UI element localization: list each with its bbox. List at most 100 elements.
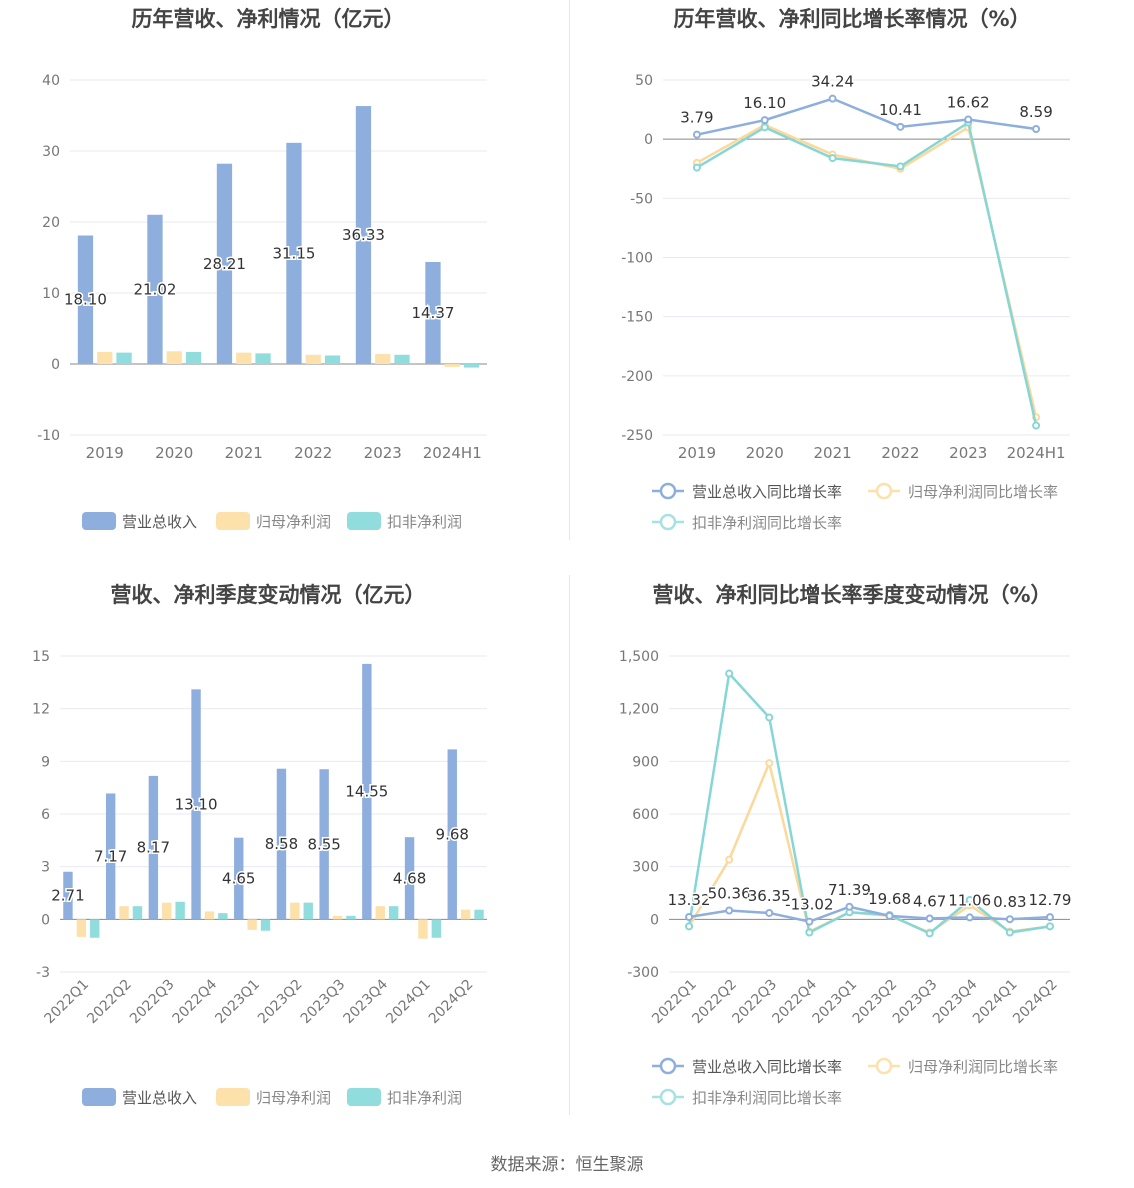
bar-deducted-profit[interactable] xyxy=(346,915,356,920)
x-tick-label: 2024Q2 xyxy=(426,977,477,1028)
bar-revenue[interactable] xyxy=(105,793,116,920)
line-point[interactable] xyxy=(725,855,734,864)
line-point[interactable] xyxy=(760,116,769,125)
bar-revenue[interactable] xyxy=(191,689,201,920)
line-value-label: 34.24 xyxy=(811,73,854,91)
line-point[interactable] xyxy=(760,123,769,132)
bar-net-profit[interactable] xyxy=(375,354,391,364)
line-point[interactable] xyxy=(725,906,734,915)
line-point[interactable] xyxy=(965,896,974,905)
bar-net-profit[interactable] xyxy=(119,906,129,920)
bar-deducted-profit[interactable] xyxy=(324,355,341,364)
legend-item[interactable]: 归母净利润 xyxy=(216,512,331,531)
bar-revenue[interactable] xyxy=(147,214,163,364)
line-point[interactable] xyxy=(925,914,934,923)
bar-deducted-profit[interactable] xyxy=(185,351,202,364)
line-point[interactable] xyxy=(765,759,774,768)
bar-deducted-profit[interactable] xyxy=(463,364,480,368)
bar-revenue[interactable] xyxy=(63,871,73,920)
legend-item[interactable]: 营业总收入同比增长率 xyxy=(652,482,842,501)
legend-item[interactable]: 归母净利润 xyxy=(216,1088,331,1107)
line-point[interactable] xyxy=(1005,915,1014,924)
line-point[interactable] xyxy=(845,902,854,911)
line-point[interactable] xyxy=(896,162,905,171)
line-point[interactable] xyxy=(692,163,701,172)
bar-deducted-profit[interactable] xyxy=(431,919,442,938)
line-point[interactable] xyxy=(1032,125,1041,134)
bar-revenue[interactable] xyxy=(276,768,287,920)
bar-revenue[interactable] xyxy=(148,775,159,920)
legend-item[interactable]: 营业总收入同比增长率 xyxy=(652,1057,842,1076)
bar-deducted-profit[interactable] xyxy=(116,352,132,364)
bar-net-profit[interactable] xyxy=(247,919,257,930)
bar-revenue[interactable] xyxy=(425,261,441,364)
bar-deducted-profit[interactable] xyxy=(260,919,271,931)
legend-item[interactable]: 营业总收入 xyxy=(82,512,197,531)
bar-net-profit[interactable] xyxy=(166,351,182,364)
bar-revenue[interactable] xyxy=(355,106,372,364)
line-point[interactable] xyxy=(805,917,814,926)
bar-revenue[interactable] xyxy=(216,163,233,364)
bar-net-profit[interactable] xyxy=(204,911,215,920)
line-point[interactable] xyxy=(964,115,973,124)
line-point[interactable] xyxy=(725,669,734,678)
legend-item[interactable]: 归母净利润同比增长率 xyxy=(868,482,1058,501)
bar-net-profit[interactable] xyxy=(332,915,343,920)
bar-revenue[interactable] xyxy=(77,235,94,364)
quarterly-amount-chart: 营收、净利季度变动情况（亿元）-3036912152022Q12022Q2202… xyxy=(32,583,487,1107)
bar-deducted-profit[interactable] xyxy=(388,906,399,920)
bar-revenue[interactable] xyxy=(319,769,329,920)
line-point[interactable] xyxy=(1045,913,1054,922)
line-point[interactable] xyxy=(765,908,774,917)
bar-deducted-profit[interactable] xyxy=(132,906,143,920)
bar-net-profit[interactable] xyxy=(418,919,428,939)
bar-value-label: 36.33 xyxy=(342,226,385,244)
legend-item[interactable]: 扣非净利润 xyxy=(347,1088,462,1107)
line-point[interactable] xyxy=(1032,421,1041,430)
line-point[interactable] xyxy=(885,911,894,920)
bar-net-profit[interactable] xyxy=(97,351,113,364)
bar-net-profit[interactable] xyxy=(290,902,300,920)
bar-revenue[interactable] xyxy=(447,749,457,920)
bar-deducted-profit[interactable] xyxy=(255,353,271,364)
line-point[interactable] xyxy=(925,929,934,938)
legend-item[interactable]: 营业总收入 xyxy=(82,1088,197,1107)
bar-revenue[interactable] xyxy=(362,663,372,920)
bar-deducted-profit[interactable] xyxy=(303,902,313,920)
line-point[interactable] xyxy=(685,922,694,931)
line-point[interactable] xyxy=(685,912,694,921)
bar-net-profit[interactable] xyxy=(76,919,87,937)
line-point[interactable] xyxy=(1005,928,1014,937)
bar-revenue[interactable] xyxy=(286,142,302,364)
line-point[interactable] xyxy=(828,154,837,163)
legend-item[interactable]: 归母净利润同比增长率 xyxy=(868,1057,1058,1076)
y-tick-label: 15 xyxy=(32,649,50,665)
line-point[interactable] xyxy=(965,913,974,922)
legend-item[interactable]: 扣非净利润同比增长率 xyxy=(652,1088,842,1107)
line-point[interactable] xyxy=(805,928,814,937)
line-point[interactable] xyxy=(692,130,701,139)
line-point[interactable] xyxy=(828,94,837,103)
bar-net-profit[interactable] xyxy=(460,909,471,920)
bar-net-profit[interactable] xyxy=(162,902,172,920)
y-tick-label: 1,500 xyxy=(619,649,659,665)
annual-amount-title: 历年营收、净利情况（亿元） xyxy=(132,7,405,31)
bar-revenue[interactable] xyxy=(234,837,244,920)
legend-item[interactable]: 扣非净利润同比增长率 xyxy=(652,513,842,532)
bar-net-profit[interactable] xyxy=(375,906,385,920)
bar-deducted-profit[interactable] xyxy=(90,919,100,938)
bar-net-profit[interactable] xyxy=(236,352,252,364)
bar-deducted-profit[interactable] xyxy=(394,354,410,364)
line-point[interactable] xyxy=(1045,922,1054,931)
bar-net-profit[interactable] xyxy=(305,354,321,364)
bar-revenue[interactable] xyxy=(404,837,415,920)
bar-deducted-profit[interactable] xyxy=(175,901,185,920)
bar-deducted-profit[interactable] xyxy=(474,909,484,920)
line-point[interactable] xyxy=(765,713,774,722)
bar-net-profit[interactable] xyxy=(444,364,460,367)
line-point[interactable] xyxy=(896,122,905,131)
bar-value-label: 7.17 xyxy=(94,847,127,865)
legend-item[interactable]: 扣非净利润 xyxy=(347,512,462,531)
bar-deducted-profit[interactable] xyxy=(218,913,228,920)
